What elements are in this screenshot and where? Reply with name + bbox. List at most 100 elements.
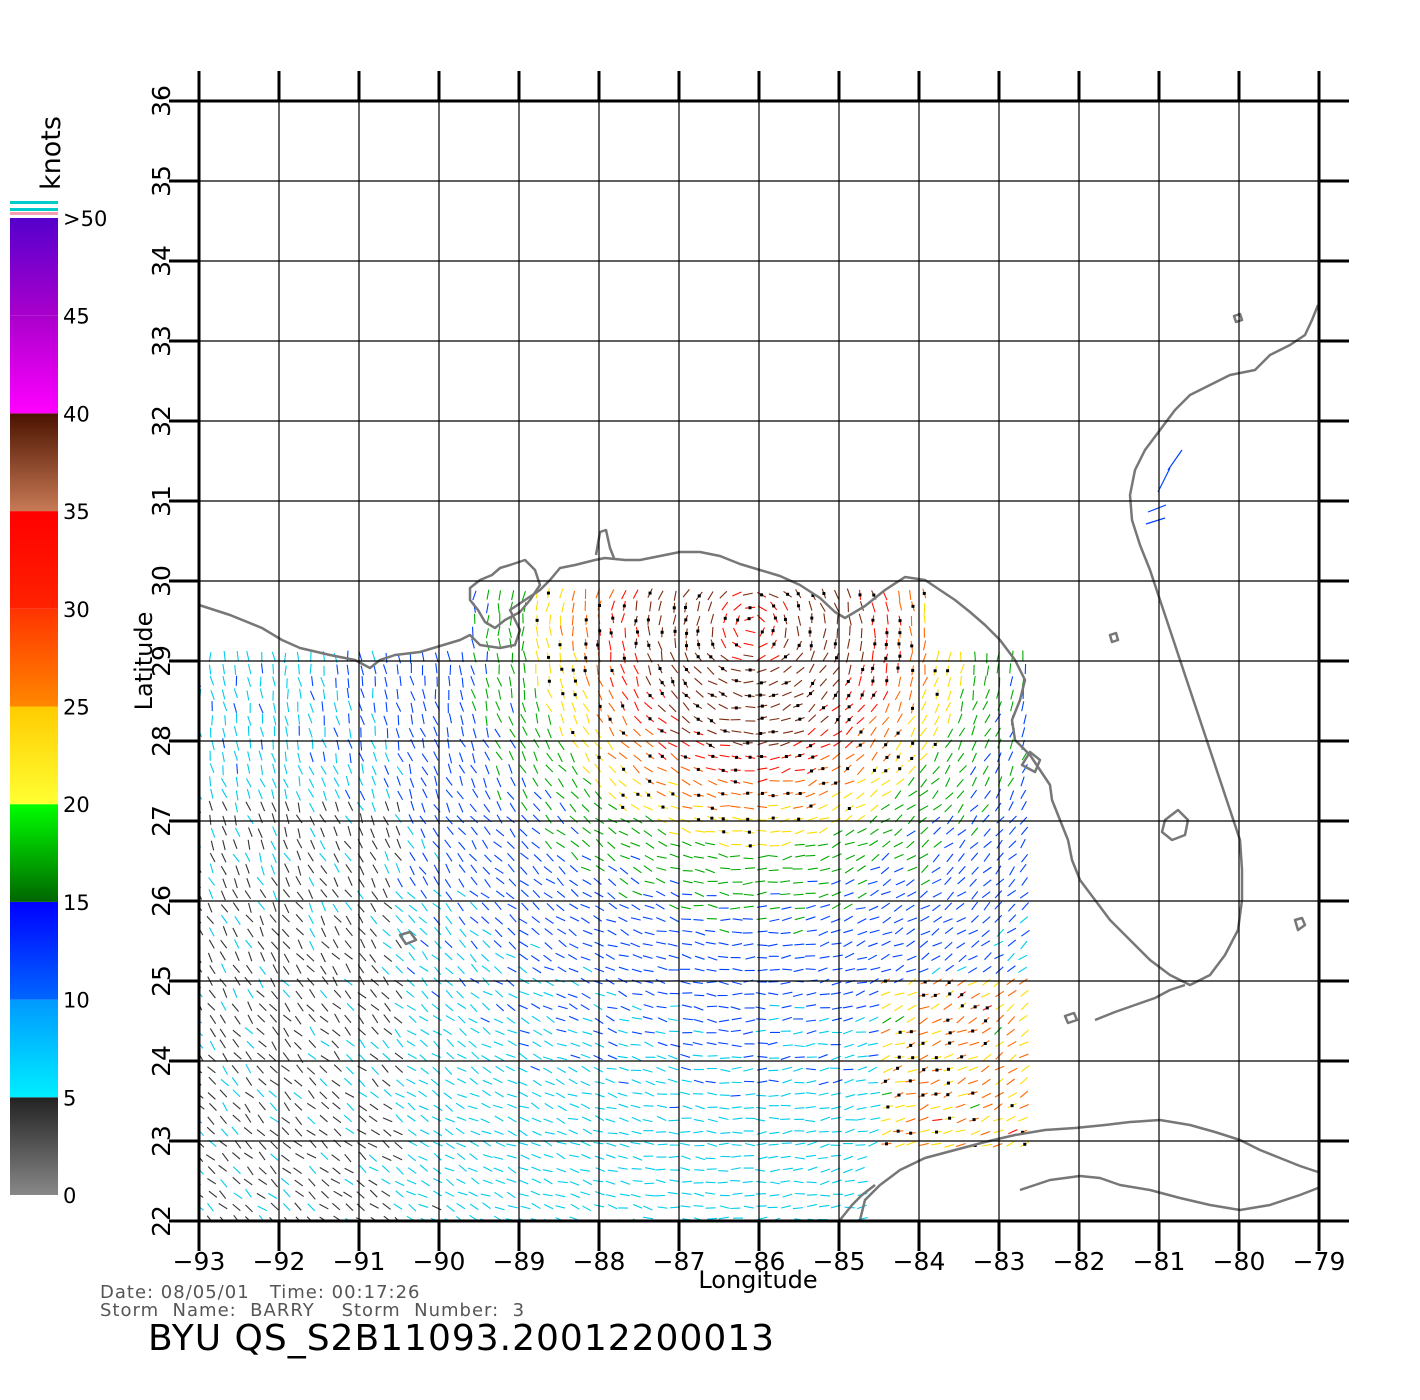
wind-vector — [530, 1003, 541, 1010]
wind-vector — [569, 803, 577, 813]
wind-vector — [494, 965, 502, 974]
wind-vector — [544, 928, 553, 936]
wind-vector — [344, 1167, 354, 1174]
wind-vector — [707, 1018, 717, 1023]
wind-vector — [920, 1129, 931, 1133]
wind-vector — [297, 802, 301, 813]
wind-vector — [695, 690, 704, 698]
wind-vector — [669, 880, 680, 885]
wind-vector — [782, 1079, 792, 1084]
wind-vector — [656, 867, 667, 871]
wind-vector — [456, 1202, 466, 1210]
wind-vector — [731, 730, 742, 733]
wind-vector — [595, 778, 602, 788]
wind-vector — [607, 929, 617, 936]
wind-vector — [670, 729, 680, 735]
wind-vector — [731, 981, 742, 985]
wind-vector — [343, 1077, 353, 1086]
wind-vector — [495, 877, 505, 885]
wind-vector — [247, 664, 252, 675]
wind-vector — [742, 592, 753, 596]
wind-vector — [308, 1191, 316, 1200]
wind-vector — [321, 801, 327, 812]
wind-vector — [1010, 701, 1014, 712]
wind-vector — [795, 1192, 806, 1195]
wind-vector — [1020, 838, 1026, 849]
wind-vector — [383, 777, 389, 788]
wind-vector — [545, 703, 553, 713]
wind-vector — [670, 891, 680, 898]
wind-vector — [647, 625, 651, 636]
wind-vector — [1007, 889, 1017, 897]
rain-flag — [661, 805, 665, 809]
wind-vector — [270, 840, 277, 851]
wind-vector — [984, 952, 992, 961]
wind-vector — [306, 1102, 316, 1110]
wind-vector — [855, 1079, 866, 1082]
wind-vector — [407, 1102, 416, 1111]
wind-vector — [711, 627, 714, 638]
wind-vector — [995, 865, 1002, 875]
wind-vector — [881, 1092, 892, 1096]
rain-flag — [636, 792, 640, 796]
wind-vector — [543, 1153, 554, 1159]
wind-vector — [269, 1116, 279, 1123]
wind-vector — [833, 730, 843, 737]
wind-vector — [344, 889, 353, 898]
wind-vector — [834, 589, 840, 600]
wind-vector — [618, 752, 628, 760]
wind-vector — [494, 728, 501, 738]
wind-vector — [419, 815, 427, 825]
wind-vector — [894, 1080, 905, 1083]
rain-flag — [858, 743, 862, 747]
colorbar-label: 35 — [63, 500, 90, 524]
rain-flag — [760, 630, 764, 634]
wind-vector — [293, 1140, 303, 1147]
wind-vector — [756, 1131, 767, 1135]
wind-vector — [968, 1066, 979, 1072]
rain-flag — [771, 816, 775, 820]
wind-vector — [469, 1153, 478, 1161]
wind-vector — [256, 1027, 265, 1036]
wind-vector — [971, 741, 977, 751]
wind-vector — [794, 1092, 805, 1095]
wind-vector — [743, 1031, 754, 1035]
wind-vector — [283, 1027, 290, 1037]
wind-vector — [486, 727, 489, 738]
wind-vector — [346, 1002, 355, 1011]
wind-vector — [397, 790, 404, 800]
wind-vector — [644, 1182, 655, 1185]
wind-vector — [296, 651, 300, 662]
wind-vector — [782, 691, 792, 697]
wind-vector — [219, 1115, 227, 1125]
wind-vector — [680, 1167, 691, 1171]
rain-flag — [711, 642, 715, 646]
wind-vector — [880, 953, 890, 961]
wind-vector — [559, 726, 564, 737]
wind-vector — [556, 1130, 567, 1136]
wind-vector — [742, 881, 753, 886]
wind-vector — [457, 965, 465, 975]
wind-vector — [921, 864, 929, 873]
wind-vector — [521, 591, 526, 601]
wind-vector — [983, 1053, 992, 1061]
wind-vector — [781, 1142, 792, 1144]
rain-flag — [896, 1129, 900, 1133]
wind-vector — [630, 1141, 641, 1145]
wind-vector — [630, 917, 641, 921]
wind-vector — [755, 1006, 766, 1010]
wind-vector — [518, 1193, 529, 1197]
wind-vector — [247, 989, 254, 999]
wind-vector — [795, 854, 806, 858]
wind-vector — [945, 827, 955, 835]
wind-vector — [1006, 978, 1016, 986]
rain-flag — [746, 791, 750, 795]
wind-vector — [344, 852, 352, 862]
wind-vector — [346, 688, 350, 699]
wind-vector — [347, 700, 353, 711]
wind-vector — [258, 1214, 265, 1221]
wind-vector — [857, 956, 868, 960]
wind-vector — [642, 943, 653, 947]
wind-vector — [569, 1181, 580, 1186]
wind-vector — [944, 764, 951, 775]
